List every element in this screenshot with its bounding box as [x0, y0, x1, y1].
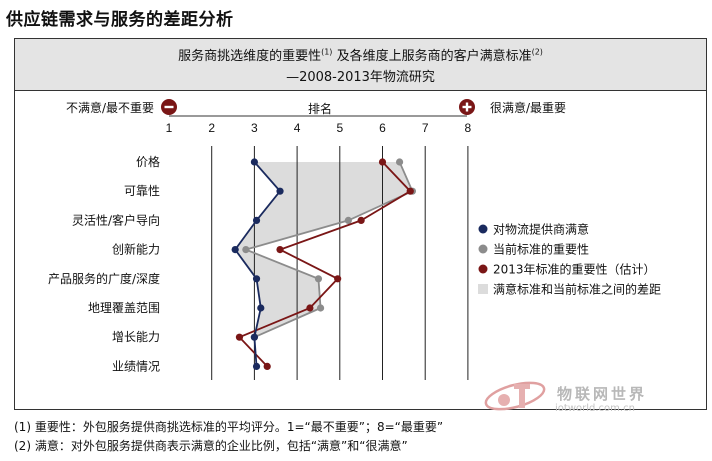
- legend-gap-swatch: [478, 284, 488, 294]
- series-point-0: [276, 187, 284, 195]
- series-point-2: [406, 187, 414, 195]
- series-line-0: [234, 161, 282, 367]
- footnote-1: (1) 重要性：外包服务提供商挑选标准的平均评分。1=“最不重要”；8=“最重要…: [14, 420, 444, 434]
- legend-marker-0: [478, 224, 488, 234]
- series-point-0: [252, 216, 261, 224]
- plus-icon-bar-v: [465, 102, 469, 112]
- scale-center-label: 排名: [308, 101, 332, 116]
- x-tick-label: 5: [336, 121, 343, 135]
- category-label: 价格: [136, 154, 160, 169]
- series-point-2: [306, 304, 314, 312]
- category-label: 业绩情况: [112, 359, 160, 373]
- series-point-0: [257, 304, 265, 312]
- category-label: 灵活性/客户导向: [72, 212, 160, 227]
- footnote-2: (2) 满意：对外包服务提供商表示满意的企业比例，包括“满意”和“很满意”: [14, 439, 408, 453]
- series-point-1: [242, 246, 250, 254]
- gap-area: [235, 162, 413, 338]
- series-point-0: [250, 333, 258, 341]
- scale-left-label: 不满意/最不重要: [66, 100, 154, 115]
- iot-logo-icon: [484, 381, 546, 411]
- category-label: 可靠性: [124, 184, 160, 198]
- series-point-0: [250, 158, 258, 166]
- series-point-2: [263, 362, 271, 370]
- chart-subtitle-line1: 服务商挑选维度的重要性(1) 及各维度上服务商的客户满意标准(2): [178, 47, 543, 64]
- legend-label-2: 2013年标准的重要性（估计）: [493, 262, 656, 277]
- watermark-name: 物联网世界: [557, 385, 648, 403]
- category-label: 增长能力: [112, 330, 160, 344]
- watermark-site: iotworld.com.cn: [555, 403, 635, 414]
- category-label: 产品服务的广度/深度: [48, 271, 160, 286]
- series-point-1: [316, 304, 325, 312]
- series-point-2: [276, 246, 284, 254]
- series-point-2: [235, 333, 244, 341]
- legend-marker-1: [478, 244, 488, 254]
- scale-right-label: 很满意/最重要: [490, 100, 566, 115]
- legend-label-0: 对物流提供商满意: [493, 222, 589, 237]
- series-point-1: [344, 216, 352, 224]
- page-title: 供应链需求与服务的差距分析: [6, 10, 234, 30]
- series-line-2: [237, 161, 412, 368]
- legend-gap-label: 满意标准和当前标准之间的差距: [493, 282, 661, 297]
- series-point-2: [357, 216, 365, 224]
- x-tick-label: 6: [379, 121, 386, 135]
- x-tick-label: 7: [422, 121, 429, 135]
- category-label: 地理覆盖范围: [88, 301, 160, 315]
- x-tick-label: 4: [294, 121, 301, 135]
- x-tick-label: 3: [251, 121, 258, 135]
- legend-marker-2: [478, 264, 488, 274]
- series-point-1: [314, 275, 323, 283]
- chart-header: 服务商挑选维度的重要性(1) 及各维度上服务商的客户满意标准(2) —2008-…: [15, 39, 706, 91]
- series-point-2: [378, 158, 387, 166]
- series-point-0: [231, 246, 239, 254]
- x-tick-label: 2: [208, 121, 215, 135]
- series-point-0: [252, 275, 261, 283]
- series-point-2: [334, 275, 342, 283]
- category-label: 创新能力: [112, 242, 160, 257]
- legend-label-1: 当前标准的重要性: [493, 242, 589, 257]
- chart-subtitle-line2: —2008-2013年物流研究: [286, 70, 435, 85]
- chart-frame: 服务商挑选维度的重要性(1) 及各维度上服务商的客户满意标准(2) —2008-…: [14, 38, 707, 410]
- x-tick-label: 8: [465, 121, 472, 135]
- series-point-1: [395, 158, 404, 166]
- minus-icon-bar: [164, 105, 174, 109]
- x-tick-label: 1: [166, 121, 173, 135]
- series-point-0: [252, 362, 261, 370]
